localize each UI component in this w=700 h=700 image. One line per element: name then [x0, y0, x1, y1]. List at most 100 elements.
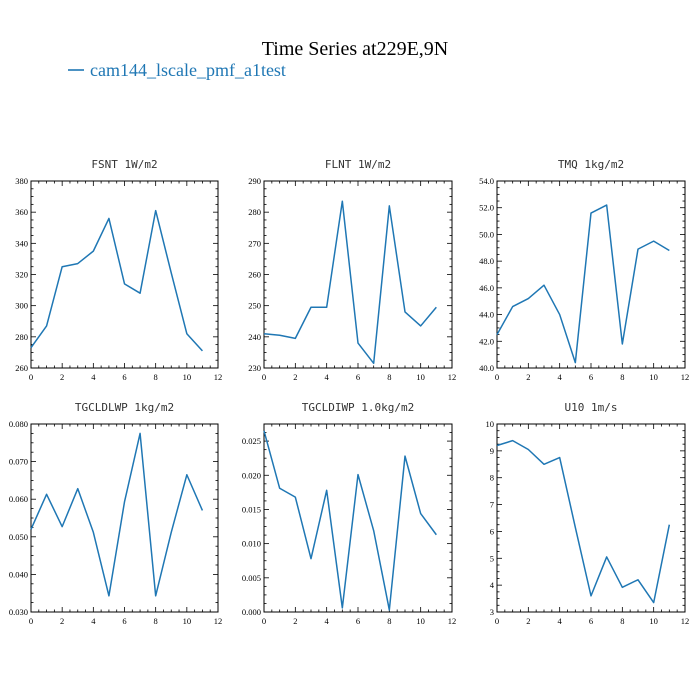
x-tick-label: 12: [681, 372, 690, 382]
data-point: [77, 487, 79, 489]
x-tick-label: 4: [325, 372, 330, 382]
y-tick-label: 240: [248, 332, 261, 342]
data-point: [511, 439, 513, 441]
x-tick-label: 10: [649, 372, 658, 382]
data-point: [30, 347, 32, 349]
x-tick-label: 4: [558, 372, 563, 382]
panel-2: TMQ 1kg/m2 0 2 4 6 8 10 12 40.0 42.0 44.0 46.0 48.0 5…: [479, 158, 689, 382]
x-tick-label: 6: [122, 372, 126, 382]
y-tick-label: 250: [248, 301, 261, 311]
data-point: [621, 343, 623, 345]
plot-frame: [30, 180, 219, 369]
x-tick-label: 0: [262, 616, 266, 626]
panel-4: TGCLDIWP 1.0kg/m2 0 2 4 6 8 10 12 0.000 0.005 0.01…: [242, 401, 456, 626]
x-tick-label: 2: [526, 616, 530, 626]
x-tick-label: 8: [154, 372, 158, 382]
y-tick-label: 48.0: [479, 256, 494, 266]
y-tick-label: 380: [15, 176, 28, 186]
y-tick-label: 9: [490, 446, 494, 456]
data-point: [92, 531, 94, 533]
x-tick-label: 6: [356, 372, 360, 382]
data-point: [668, 524, 670, 526]
y-tick-label: 7: [490, 500, 494, 510]
data-point: [605, 204, 607, 206]
series-line: [263, 200, 437, 365]
x-tick-label: 10: [416, 616, 425, 626]
x-tick-label: 6: [589, 372, 593, 382]
x-tick-label: 8: [387, 616, 391, 626]
x-tick-label: 2: [293, 372, 297, 382]
x-tick-label: 8: [387, 372, 391, 382]
data-point: [186, 474, 188, 476]
y-tick-label: 3: [490, 607, 494, 617]
x-tick-label: 10: [183, 616, 192, 626]
panel-title: FSNT 1W/m2: [91, 158, 157, 171]
x-tick-label: 0: [495, 616, 499, 626]
data-point: [108, 217, 110, 219]
y-tick-label: 280: [15, 332, 28, 342]
data-point: [435, 306, 437, 308]
data-point: [590, 212, 592, 214]
data-point: [77, 262, 79, 264]
legend-label: cam144_lscale_pmf_a1test: [90, 60, 286, 80]
y-tick-label: 8: [490, 473, 494, 483]
x-tick-label: 4: [325, 616, 330, 626]
data-point: [652, 240, 654, 242]
plot-frame: [30, 423, 219, 613]
data-point: [45, 325, 47, 327]
data-point: [404, 455, 406, 457]
x-tick-label: 2: [60, 372, 64, 382]
y-tick-label: 0.050: [9, 532, 28, 542]
x-tick-label: 6: [356, 616, 360, 626]
data-point: [61, 525, 63, 527]
x-tick-label: 10: [649, 616, 658, 626]
series-line: [30, 432, 204, 597]
data-point: [419, 512, 421, 514]
data-point: [637, 248, 639, 250]
data-point: [186, 333, 188, 335]
panel-title: TGCLDLWP 1kg/m2: [75, 401, 174, 414]
panel-title: FLNT 1W/m2: [325, 158, 391, 171]
data-point: [139, 432, 141, 434]
data-point: [574, 526, 576, 528]
data-point: [123, 501, 125, 503]
x-tick-label: 10: [183, 372, 192, 382]
data-point: [139, 292, 141, 294]
x-tick-label: 12: [214, 372, 223, 382]
y-tick-label: 0.030: [9, 607, 28, 617]
y-tick-label: 230: [248, 363, 261, 373]
panel-1: FLNT 1W/m2 0 2 4 6 8 10 12 230 240 250 260 270 280 290: [248, 158, 456, 382]
y-tick-label: 10: [486, 419, 495, 429]
panel-5: U10 1m/s 0 2 4 6 8 10 12 3 4 5 6 7 8 9 10: [486, 401, 690, 626]
data-point: [527, 297, 529, 299]
data-point: [637, 579, 639, 581]
y-tick-label: 0.070: [9, 457, 28, 467]
x-tick-label: 10: [416, 372, 425, 382]
data-point: [652, 601, 654, 603]
data-point: [527, 448, 529, 450]
data-point: [372, 529, 374, 531]
x-tick-label: 4: [558, 616, 563, 626]
data-point: [201, 509, 203, 511]
y-tick-label: 4: [490, 580, 495, 590]
data-point: [341, 607, 343, 609]
x-tick-label: 0: [495, 372, 499, 382]
y-tick-label: 6: [490, 526, 494, 536]
data-point: [590, 595, 592, 597]
data-point: [154, 209, 156, 211]
data-point: [45, 493, 47, 495]
data-point: [543, 284, 545, 286]
y-tick-label: 270: [248, 238, 261, 248]
data-point: [108, 595, 110, 597]
y-tick-label: 54.0: [479, 176, 494, 186]
panel-0: FSNT 1W/m2 0 2 4 6 8 10 12 260 280 300 320 340 360 380: [15, 158, 222, 382]
panels: FSNT 1W/m20 2 4 6 8 10 12260280300320340360380…: [9, 158, 689, 626]
data-point: [30, 528, 32, 530]
y-tick-label: 46.0: [479, 283, 494, 293]
y-tick-label: 300: [15, 301, 28, 311]
data-point: [341, 200, 343, 202]
x-tick-label: 0: [29, 372, 33, 382]
panel-title: U10 1m/s: [565, 401, 618, 414]
x-tick-label: 8: [620, 616, 624, 626]
